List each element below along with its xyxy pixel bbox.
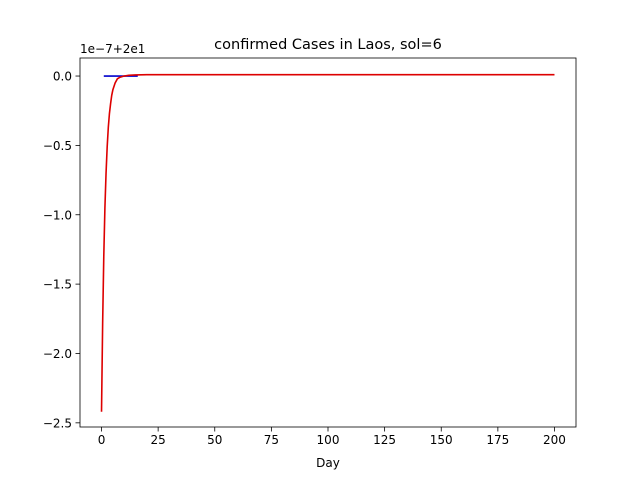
x-tick-label: 0 [98, 433, 106, 447]
x-tick-label: 50 [207, 433, 222, 447]
x-tick-label: 75 [264, 433, 279, 447]
x-tick-label: 25 [150, 433, 165, 447]
y-axis-offset-text: 1e−7+2e1 [80, 42, 145, 56]
x-tick-label: 175 [486, 433, 509, 447]
y-tick-label: −1.5 [43, 278, 72, 292]
x-tick-label: 100 [317, 433, 340, 447]
series-line-model [100, 73, 555, 412]
y-tick-label: −2.5 [43, 416, 72, 430]
x-tick-label: 150 [430, 433, 453, 447]
y-tick-label: −1.0 [43, 208, 72, 222]
plot-area: 0 25 50 75 100 125 150 175 200 0.0 −0.5 −1.0 −1.5 −2.… [43, 57, 577, 447]
y-tick-label: 0.0 [53, 70, 72, 84]
chart-title: confirmed Cases in Laos, sol=6 [214, 37, 442, 53]
x-tick-label: 200 [543, 433, 566, 447]
x-tick-label: 125 [373, 433, 396, 447]
y-tick-label: −0.5 [43, 139, 72, 153]
x-axis-label: Day [316, 456, 340, 470]
y-tick-label: −2.0 [43, 347, 72, 361]
